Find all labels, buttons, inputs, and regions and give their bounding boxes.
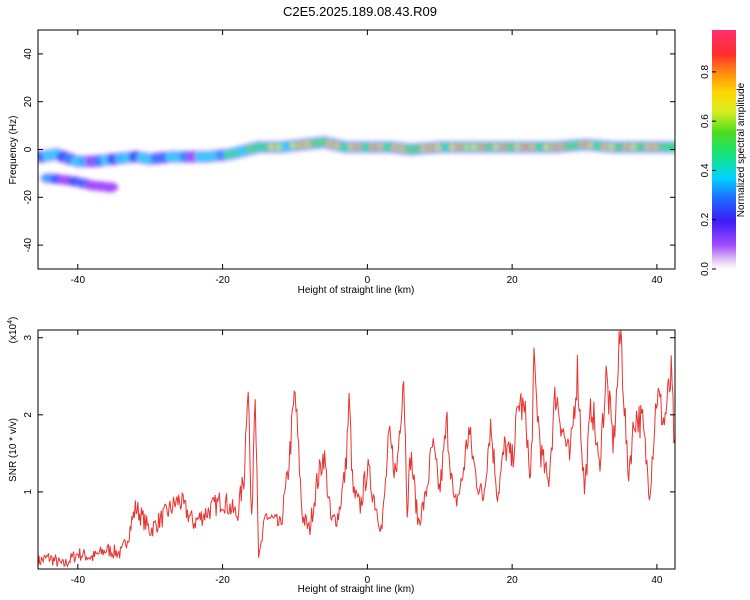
- colorbar-tick-label: 0.4: [700, 163, 711, 177]
- snr-x-tick-label: 0: [365, 575, 371, 586]
- snr-ticks: -40 -20 0 20 40 1 2 3: [23, 330, 675, 586]
- y-tick-label: 20: [23, 96, 34, 108]
- svg-text:(x104): (x104): [7, 317, 19, 344]
- spectrogram-marks: [38, 136, 675, 193]
- snr-x-label: Height of straight line (km): [298, 584, 415, 595]
- spectrogram-y-label: Frequency (Hz): [8, 116, 19, 185]
- snr-multiplier-base: (x10: [8, 323, 19, 343]
- spectrogram-ticks: -40 -20 0 20 40 40 20 0 -20 -40: [23, 30, 675, 286]
- colorbar-label: Normalized spectral amplitude: [736, 82, 747, 217]
- x-tick-label: -20: [215, 275, 230, 286]
- snr-y-tick-label: 1: [23, 489, 34, 495]
- snr-marks: [38, 330, 675, 568]
- snr-frame: [37, 329, 676, 570]
- secondary-branch-cell: [101, 182, 119, 193]
- x-tick-label: 0: [365, 275, 371, 286]
- spectrogram-panel: -40 -20 0 20 40 40 20 0 -20 -40 Height of straigh…: [8, 29, 676, 296]
- figure-title: C2E5.2025.189.08.43.R09: [283, 4, 437, 19]
- spectrogram-x-label: Height of straight line (km): [298, 285, 415, 296]
- snr-y-label: SNR (10 * v/v): [8, 418, 19, 482]
- colorbar-tick-label: 0.2: [700, 212, 711, 226]
- colorbar: 0.0 0.2 0.4 0.6 0.8 Normalized spectral ampl…: [700, 30, 747, 276]
- snr-panel: -40 -20 0 20 40 1 2 3 Height of straight line (…: [7, 317, 676, 595]
- spectrogram-ridge: [38, 136, 675, 193]
- y-tick-label: -20: [23, 190, 34, 205]
- colorbar-gradient: [712, 30, 736, 269]
- snr-multiplier-exp: 4: [7, 320, 14, 324]
- x-tick-label: 20: [507, 275, 519, 286]
- x-tick-label: 40: [651, 275, 663, 286]
- snr-x-tick-label: -40: [71, 575, 86, 586]
- snr-x-tick-label: -20: [215, 575, 230, 586]
- snr-y-tick-label: 3: [23, 334, 34, 340]
- colorbar-tick-label: 0.6: [700, 114, 711, 128]
- colorbar-ticks: 0.0 0.2 0.4 0.6 0.8: [700, 64, 716, 276]
- snr-y-tick-label: 2: [23, 412, 34, 418]
- snr-series-line: [38, 330, 675, 568]
- snr-x-tick-label: 20: [507, 575, 519, 586]
- x-tick-label: -40: [71, 275, 86, 286]
- snr-x-tick-label: 40: [651, 575, 663, 586]
- y-tick-label: 0: [23, 146, 34, 152]
- y-tick-label: -40: [23, 237, 34, 252]
- colorbar-tick-label: 0.0: [700, 262, 711, 276]
- y-tick-label: 40: [23, 48, 34, 60]
- colorbar-tick-label: 0.8: [700, 64, 711, 78]
- snr-multiplier: (x104): [7, 317, 19, 344]
